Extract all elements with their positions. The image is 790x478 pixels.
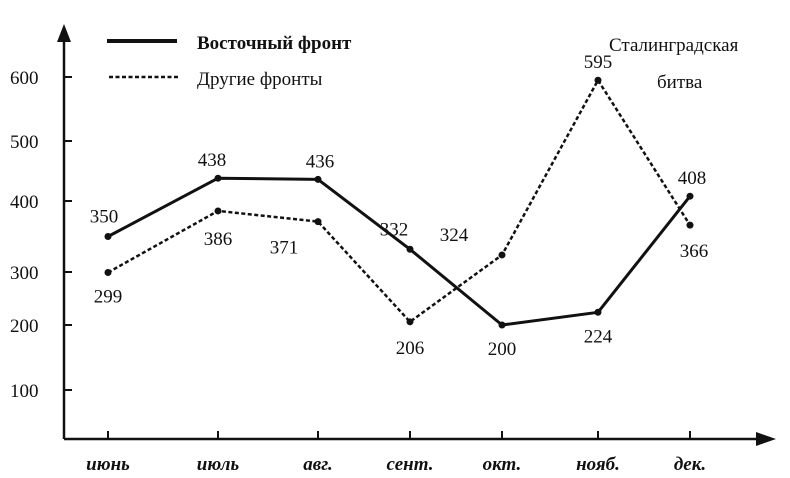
series-layer [104, 76, 694, 329]
data-label: 350 [90, 207, 119, 228]
series-eastern-front-line [107, 176, 692, 327]
data-point [686, 221, 694, 229]
data-label: 436 [306, 151, 335, 172]
data-point [686, 192, 694, 200]
data-label: 324 [440, 225, 469, 246]
x-axis-arrow-icon [756, 432, 776, 446]
data-label: 299 [94, 287, 123, 308]
legend: Восточный фронт Другие фронты [107, 33, 352, 90]
data-label: 332 [380, 219, 409, 240]
data-label: 386 [204, 229, 233, 250]
data-point [406, 318, 414, 326]
data-point [104, 233, 112, 240]
data-label: 206 [396, 338, 425, 359]
data-point [594, 308, 602, 316]
annotation-line1: Сталинградская [609, 35, 739, 56]
series-other-fronts-line [107, 78, 692, 324]
y-axis-arrow-icon [57, 24, 71, 42]
legend-label-others: Другие фронты [197, 69, 323, 90]
data-label: 224 [584, 326, 613, 347]
legend-label-eastern: Восточный фронт [197, 33, 352, 54]
y-tick-label: 600 [10, 68, 39, 89]
y-ticks: 100 200 300 400 500 600 [10, 68, 72, 402]
x-tick-label: дек. [674, 454, 706, 475]
x-tick-label: окт. [483, 454, 522, 475]
data-point [314, 175, 322, 183]
data-labels: 350 438 436 332 200 224 408 299 386 371 206 324 595 3… [90, 52, 709, 360]
y-tick-label: 500 [10, 132, 39, 153]
data-label: 366 [680, 241, 709, 262]
y-tick-label: 400 [10, 192, 39, 213]
data-point [104, 269, 112, 277]
x-tick-label: авг. [303, 454, 333, 475]
data-point [314, 218, 322, 226]
x-tick-label: сент. [387, 454, 434, 475]
x-tick-label: июль [197, 454, 240, 475]
data-label: 438 [198, 150, 227, 171]
data-point [214, 174, 222, 182]
data-point [214, 207, 222, 215]
data-label: 595 [584, 52, 613, 73]
data-point [498, 321, 506, 329]
y-tick-label: 300 [10, 263, 39, 284]
x-ticks: июнь июль авг. сент. окт. нояб. дек. [86, 431, 706, 475]
data-label: 200 [488, 339, 517, 360]
annotation: Сталинградская битва [609, 35, 739, 93]
y-axis [57, 24, 71, 439]
data-label: 371 [270, 238, 299, 259]
data-point [406, 245, 414, 253]
x-axis [64, 432, 776, 446]
data-label: 408 [678, 168, 707, 189]
data-point [498, 251, 506, 259]
annotation-line2: битва [657, 72, 703, 93]
x-tick-label: нояб. [576, 454, 620, 475]
data-point [594, 76, 602, 84]
y-tick-label: 100 [10, 381, 39, 402]
y-tick-label: 200 [10, 316, 39, 337]
x-tick-label: июнь [86, 454, 130, 475]
